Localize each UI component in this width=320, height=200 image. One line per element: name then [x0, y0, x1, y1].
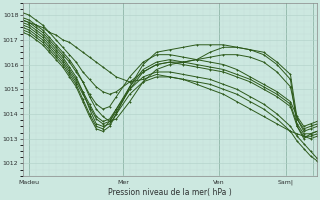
X-axis label: Pression niveau de la mer( hPa ): Pression niveau de la mer( hPa ) [108, 188, 232, 197]
